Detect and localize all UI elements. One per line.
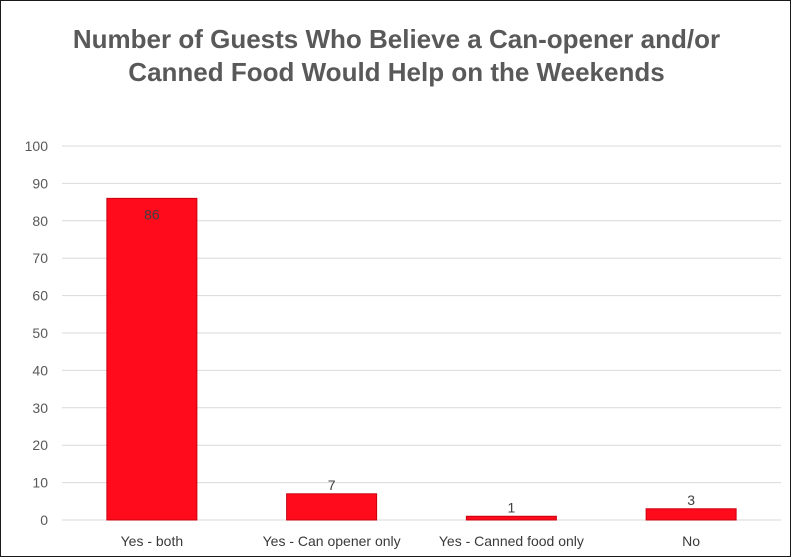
y-tick-label: 80 (32, 213, 48, 229)
y-tick-label: 100 (25, 138, 49, 154)
x-category-label: Yes - Can opener only (263, 533, 401, 549)
chart-title: Number of Guests Who Believe a Can-opene… (72, 24, 721, 87)
x-axis-categories: Yes - both Yes - Can opener only Yes - Can… (121, 533, 701, 549)
y-tick-label: 60 (32, 288, 48, 304)
y-tick-label: 70 (32, 250, 48, 266)
y-axis-ticks: 0 10 20 30 40 50 60 70 80 90 100 (25, 138, 49, 528)
x-category-label: No (682, 533, 700, 549)
y-tick-label: 10 (32, 475, 48, 491)
y-tick-label: 20 (32, 437, 48, 453)
y-tick-label: 40 (32, 362, 48, 378)
y-tick-label: 50 (32, 325, 48, 341)
bars (106, 197, 737, 521)
y-tick-label: 0 (40, 512, 48, 528)
bar (645, 508, 737, 521)
data-label: 3 (687, 492, 695, 508)
x-category-label: Yes - Canned food only (439, 533, 584, 549)
y-tick-label: 30 (32, 400, 48, 416)
bar (465, 515, 557, 521)
data-label: 1 (507, 499, 515, 515)
data-labels: 86 7 1 3 (144, 206, 695, 515)
x-category-label: Yes - both (121, 533, 184, 549)
data-label: 86 (144, 206, 160, 222)
bar (106, 197, 198, 521)
bar (286, 493, 378, 521)
data-label: 7 (328, 477, 336, 493)
y-tick-label: 90 (32, 175, 48, 191)
